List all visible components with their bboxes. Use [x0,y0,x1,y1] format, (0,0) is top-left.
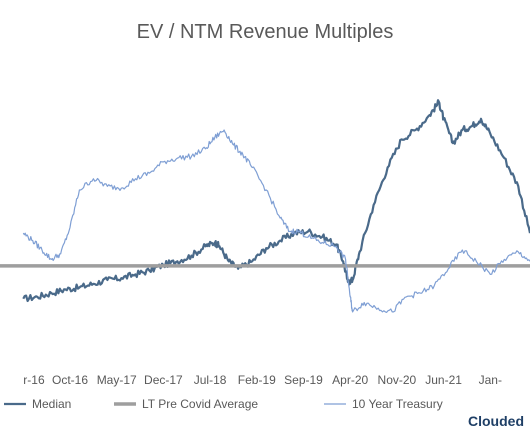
x-tick-label: Sep-19 [284,373,323,387]
legend-label: LT Pre Covid Average [142,397,258,411]
legend-label: 10 Year Treasury [352,397,443,411]
legend-item: LT Pre Covid Average [114,397,258,411]
chart-title: EV / NTM Revenue Multiples [137,21,394,43]
x-tick-label: r-16 [23,373,45,387]
legend-label: Median [32,397,71,411]
x-tick-label: Jan- [479,373,502,387]
x-tick-label: Jun-21 [425,373,462,387]
plot-area [0,99,530,313]
x-tick-label: Dec-17 [144,373,183,387]
x-tick-label: Jul-18 [194,373,227,387]
legend-item: Median [4,397,71,411]
legend-item: 10 Year Treasury [324,397,443,411]
x-tick-label: May-17 [97,373,137,387]
x-tick-label: Oct-16 [52,373,88,387]
brand-label: Clouded [468,413,524,429]
x-tick-label: Apr-20 [332,373,368,387]
treasury-series-line [22,129,530,313]
x-axis-ticks: r-16 Oct-16 May-17 Dec-17 Jul-18 Feb-19 Sep-19… [23,373,502,387]
legend: Median LT Pre Covid Average 10 Year Treasu… [4,397,443,411]
median-series-line [22,99,530,303]
x-tick-label: Feb-19 [238,373,276,387]
x-tick-label: Nov-20 [378,373,417,387]
